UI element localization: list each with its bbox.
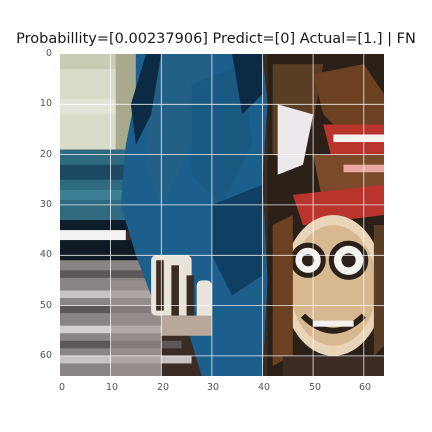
x-tick-label: 0 xyxy=(58,382,66,393)
y-tick-label: 10 xyxy=(39,98,52,109)
y-tick-label: 20 xyxy=(39,149,52,160)
x-tick-label: 30 xyxy=(206,382,220,393)
x-tick-label: 60 xyxy=(358,382,372,393)
y-tick-label: 40 xyxy=(39,249,52,260)
x-tick-label: 50 xyxy=(308,382,322,393)
waldo-photo-icon xyxy=(60,54,384,376)
x-tick-label: 10 xyxy=(105,382,119,393)
plot-title: Probabillity=[0.00237906] Predict=[0] Ac… xyxy=(16,31,416,47)
image-axes xyxy=(60,54,384,376)
x-tick-label: 40 xyxy=(257,382,271,393)
y-tick-label: 60 xyxy=(39,350,52,361)
x-tick-label: 20 xyxy=(156,382,170,393)
y-tick-label: 30 xyxy=(39,199,52,210)
y-tick-label: 50 xyxy=(39,300,52,311)
y-tick-label: 0 xyxy=(45,48,52,59)
grid-lines xyxy=(60,54,384,376)
